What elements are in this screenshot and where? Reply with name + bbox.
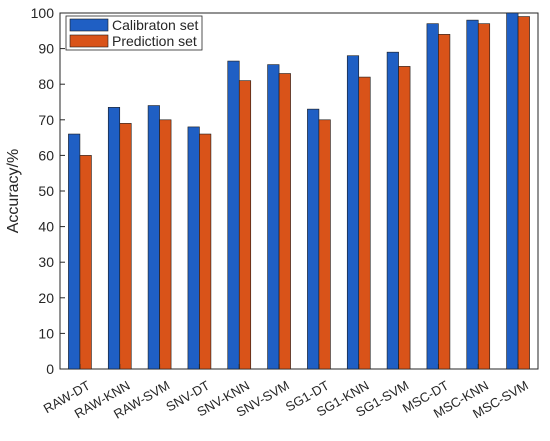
- y-tick-label: 50: [38, 183, 54, 199]
- y-tick-label: 20: [38, 290, 54, 306]
- bar-prediction: [199, 133, 212, 370]
- bar-prediction: [517, 16, 530, 370]
- legend-label-prediction: Prediction set: [112, 33, 197, 49]
- bar-calibration: [147, 105, 160, 370]
- bar-calibration: [107, 107, 121, 370]
- bar-prediction: [79, 155, 92, 370]
- bar-calibration: [307, 108, 320, 370]
- x-axis-category-labels: RAW-DTRAW-KNNRAW-SVMSNV-DTSNV-KNNSNV-SVM…: [41, 364, 531, 422]
- legend-label-calibration: Calibraton set: [112, 17, 198, 33]
- bar-calibration: [466, 19, 479, 370]
- bar-prediction: [477, 23, 491, 370]
- bar-calibration: [187, 126, 200, 370]
- bar-calibration: [386, 51, 399, 370]
- y-tick-label: 80: [38, 76, 54, 92]
- legend: Calibraton set Prediction set: [65, 15, 203, 51]
- bar-calibration: [227, 60, 240, 370]
- bar-prediction: [318, 119, 331, 370]
- bar-prediction: [398, 66, 411, 370]
- y-tick-label: 100: [31, 5, 55, 21]
- y-axis-ticks: 0 10 20 30 40 50 60 70 80 90 100: [31, 5, 65, 377]
- bar-calibration: [426, 23, 439, 370]
- y-tick-label: 40: [38, 219, 54, 235]
- y-tick-label: 30: [38, 254, 54, 270]
- bar-prediction: [238, 80, 252, 370]
- y-tick-label: 60: [38, 147, 54, 163]
- bar-prediction: [358, 76, 371, 370]
- plot-area: [59, 12, 539, 370]
- bars-group: [68, 12, 530, 370]
- y-tick-label: 10: [38, 325, 54, 341]
- bar-calibration: [506, 12, 519, 370]
- bar-prediction: [159, 119, 172, 370]
- bar-prediction: [119, 123, 132, 370]
- y-tick-label: 70: [38, 112, 54, 128]
- y-axis-title: Accuracy/%: [5, 149, 22, 233]
- bar-prediction: [438, 34, 451, 370]
- legend-swatch-prediction: [69, 34, 109, 48]
- bar-calibration: [68, 133, 81, 370]
- bar-calibration: [267, 64, 280, 370]
- y-tick-label: 0: [46, 361, 54, 377]
- bar-prediction: [278, 73, 291, 370]
- bar-calibration: [346, 55, 360, 370]
- y-tick-label: 90: [38, 41, 54, 57]
- legend-swatch-calibration: [69, 18, 109, 32]
